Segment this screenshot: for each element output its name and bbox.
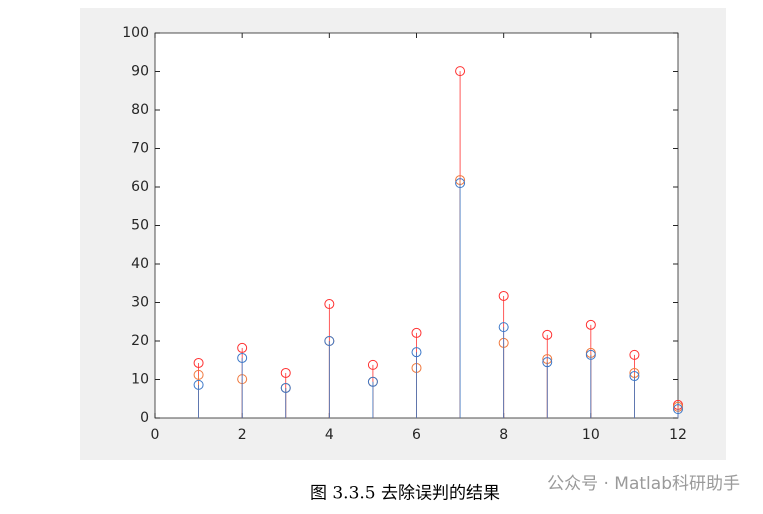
stem-marker [193,379,204,390]
stem-marker [673,404,683,415]
stem-marker [367,376,378,387]
y-tick-label: 50 [131,218,149,234]
x-tick-label: 12 [669,427,687,443]
stem-marker [585,349,596,360]
y-tick-label: 20 [131,333,149,349]
stem-marker [237,352,248,363]
watermark: 公众号 · Matlab科研助手 [547,474,740,494]
y-tick-label: 0 [140,410,149,426]
stem-marker [542,329,553,340]
y-tick-label: 30 [131,295,149,311]
stem-marker [498,290,509,301]
x-tick-label: 2 [238,427,247,443]
y-tick-label: 80 [131,102,149,118]
x-tick-label: 10 [582,427,600,443]
x-tick-label: 0 [151,427,160,443]
y-tick-label: 40 [131,256,149,272]
x-tick-label: 4 [325,427,334,443]
stem-marker [629,349,640,360]
x-tick-label: 6 [412,427,421,443]
stem-marker [629,371,640,382]
stem-marker [585,319,596,330]
stem-marker [280,382,291,393]
stem-marker [280,367,291,378]
y-tick-label: 60 [131,179,149,195]
y-tick-label: 90 [131,64,149,80]
stem-marker [542,357,553,368]
stem-marker [324,299,335,310]
stem-marker [498,322,509,333]
x-tick-label: 8 [499,427,508,443]
stem-marker [193,357,204,368]
stem-marker [411,327,422,338]
stem-marker [324,336,335,346]
stem-marker [367,359,378,370]
stem-marker [455,66,466,77]
y-tick-label: 100 [122,25,149,41]
stem-marker [411,347,422,358]
y-tick-label: 70 [131,141,149,157]
stem-marker [193,369,204,380]
stem-marker [455,178,466,189]
caption: 图 3.3.5 去除误判的结果 [310,484,500,504]
y-tick-label: 10 [131,372,149,388]
stem-marker [237,342,248,353]
